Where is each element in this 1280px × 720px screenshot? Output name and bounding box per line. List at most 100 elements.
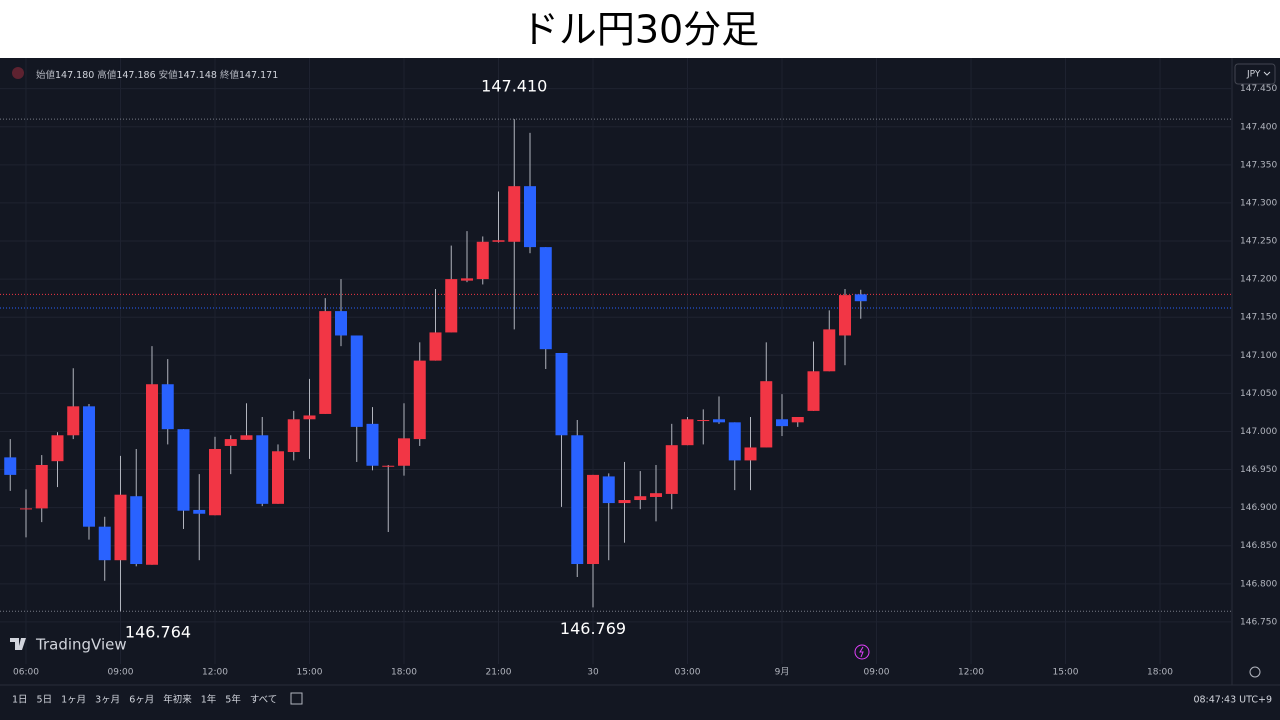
x-tick-label: 09:00 xyxy=(108,668,134,678)
candle-body xyxy=(382,465,395,467)
ohlc-label: 安値 xyxy=(158,70,178,81)
range-button[interactable]: 1日 xyxy=(12,695,28,706)
candle-body xyxy=(208,448,221,516)
candle-body xyxy=(823,329,836,372)
candle-body xyxy=(429,332,442,361)
x-tick-label: 21:00 xyxy=(486,668,512,678)
range-button[interactable]: 6ヶ月 xyxy=(129,695,154,706)
candle-body xyxy=(445,279,458,333)
ohlc-value: 147.171 xyxy=(238,70,279,81)
range-button[interactable]: 年初来 xyxy=(163,694,192,706)
ohlc-label: 始値 xyxy=(36,70,56,81)
candle-body xyxy=(161,384,174,430)
candle-body xyxy=(350,335,363,427)
candle-body xyxy=(98,526,111,561)
range-button[interactable]: 5日 xyxy=(37,695,53,706)
y-tick-label: 146.950 xyxy=(1240,465,1277,475)
candle-body xyxy=(665,445,678,494)
candle-body xyxy=(4,457,17,475)
candle-body xyxy=(287,419,300,453)
candle-body xyxy=(555,353,568,436)
symbol-icon[interactable] xyxy=(12,67,24,79)
range-button[interactable]: 1年 xyxy=(201,694,217,706)
event-icon[interactable] xyxy=(854,644,870,660)
candle-body xyxy=(67,406,80,436)
range-button[interactable]: 1ヶ月 xyxy=(61,695,86,706)
candle-body xyxy=(19,508,32,510)
candle-body xyxy=(334,311,347,336)
extreme-label: 146.764 xyxy=(125,623,191,642)
x-tick-label: 12:00 xyxy=(958,668,984,678)
candle-body xyxy=(807,371,820,411)
ohlc-value: 147.148 xyxy=(177,70,217,81)
candle-body xyxy=(256,435,269,504)
candle-body xyxy=(130,496,143,565)
candle-body xyxy=(713,419,726,423)
candle-body xyxy=(492,240,505,242)
currency-label[interactable]: JPY xyxy=(1246,70,1261,80)
x-tick-label: 03:00 xyxy=(675,668,701,678)
extreme-label: 146.769 xyxy=(560,619,626,638)
candle-body xyxy=(744,447,757,461)
candle-body xyxy=(224,439,237,446)
y-tick-label: 146.900 xyxy=(1240,503,1277,513)
candle-body xyxy=(791,416,804,423)
x-tick-label: 06:00 xyxy=(13,668,39,678)
y-tick-label: 147.050 xyxy=(1240,389,1277,399)
clock: 08:47:43 UTC+9 xyxy=(1193,695,1272,706)
ohlc-value: 147.186 xyxy=(116,70,156,81)
candle-body xyxy=(602,476,615,504)
candle-body xyxy=(650,493,663,497)
candle-body xyxy=(776,419,789,427)
candle-body xyxy=(82,406,95,527)
candle-body xyxy=(319,311,332,414)
candle-body xyxy=(476,241,489,280)
candle-body xyxy=(177,429,190,511)
candle-body xyxy=(303,415,316,420)
y-tick-label: 147.300 xyxy=(1240,198,1277,208)
candle-body xyxy=(634,496,647,501)
range-button[interactable]: 5年 xyxy=(225,694,241,706)
date-range-icon[interactable] xyxy=(290,692,303,705)
candle-body xyxy=(839,295,852,336)
candle-body xyxy=(397,438,410,466)
candle-body xyxy=(728,422,741,461)
y-tick-label: 146.750 xyxy=(1240,617,1277,627)
chart-background xyxy=(0,58,1280,720)
dropdown-arrow xyxy=(1263,71,1271,76)
candle-body xyxy=(587,474,600,565)
x-tick-label: 18:00 xyxy=(391,668,417,678)
candle-body xyxy=(854,294,867,302)
y-tick-label: 147.000 xyxy=(1240,427,1277,437)
range-button[interactable]: すべて xyxy=(250,695,277,706)
y-tick-label: 147.400 xyxy=(1240,122,1277,132)
candle-body xyxy=(539,247,552,350)
settings-icon[interactable] xyxy=(1249,666,1261,678)
range-button[interactable]: 3ヶ月 xyxy=(95,695,120,706)
x-tick-label: 09:00 xyxy=(864,668,890,678)
x-tick-label: 9月 xyxy=(775,667,790,678)
y-tick-label: 146.850 xyxy=(1240,541,1277,551)
candle-body xyxy=(145,384,158,565)
currency-button[interactable] xyxy=(1234,63,1276,85)
y-tick-label: 147.100 xyxy=(1240,351,1277,361)
candle-body xyxy=(413,360,426,440)
ohlc-label: 終値 xyxy=(219,70,239,81)
y-tick-label: 147.250 xyxy=(1240,237,1277,247)
y-tick-label: 147.200 xyxy=(1240,275,1277,285)
candle-body xyxy=(51,435,64,462)
candle-body xyxy=(271,451,284,504)
x-tick-label: 12:00 xyxy=(202,668,228,678)
y-tick-label: 147.350 xyxy=(1240,160,1277,170)
x-tick-label: 15:00 xyxy=(297,668,323,678)
y-tick-label: 146.800 xyxy=(1240,579,1277,589)
ohlc-label: 高値 xyxy=(97,70,117,81)
candle-body xyxy=(760,381,773,448)
title-bar xyxy=(0,0,1280,58)
logo-text: TradingView xyxy=(35,636,127,654)
extreme-label: 147.410 xyxy=(481,77,547,96)
x-tick-label: 15:00 xyxy=(1053,668,1079,678)
candle-body xyxy=(240,435,253,440)
